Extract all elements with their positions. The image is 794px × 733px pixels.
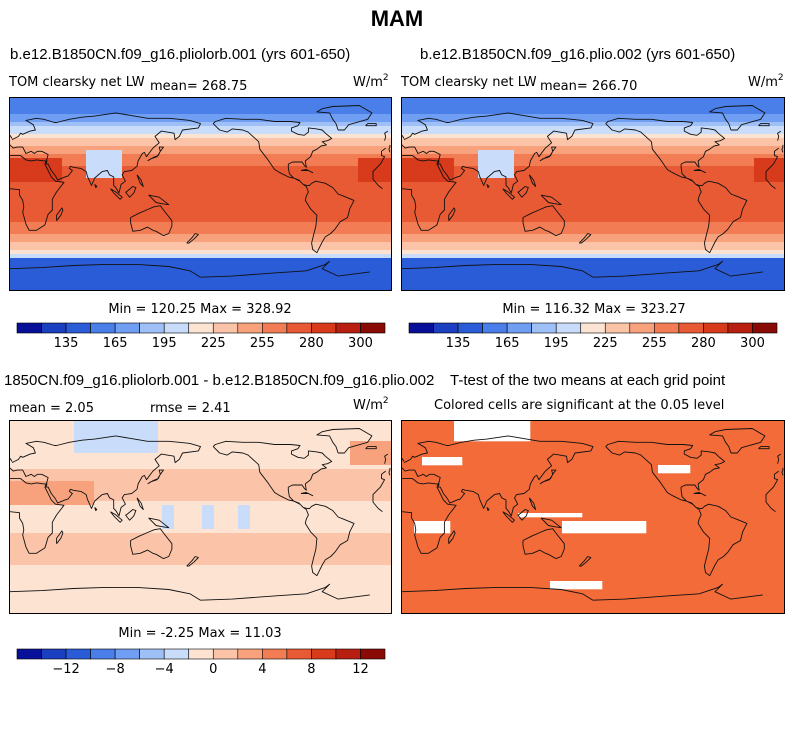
colorbar-swatch — [114, 322, 140, 334]
field-cells — [402, 98, 784, 290]
colorbar-label: 12 — [352, 662, 369, 676]
colorbar-swatch — [703, 322, 729, 334]
colorbar-swatch — [531, 322, 557, 334]
panel-2-map — [401, 97, 785, 291]
panel-1-title: b.e12.B1850CN.f09_g16.pliolorb.001 (yrs … — [10, 46, 351, 63]
panel-4-map — [401, 420, 785, 614]
colorbar-swatch — [90, 322, 116, 334]
colorbar-label: 195 — [152, 336, 177, 350]
colorbar-swatch — [114, 648, 140, 660]
panel-4-subtitle: Colored cells are significant at the 0.0… — [434, 398, 725, 413]
colorbar-swatch — [506, 322, 532, 334]
colorbar-label: −8 — [106, 662, 125, 676]
panel-3-title: 1850CN.f09_g16.pliolorb.001 - b.e12.B185… — [4, 372, 435, 389]
coastlines — [402, 105, 784, 278]
field-cells — [414, 421, 691, 590]
colorbar-swatch — [654, 322, 680, 334]
colorbar-swatch — [262, 322, 288, 334]
colorbar-swatch — [482, 322, 508, 334]
colorbar-swatch — [555, 322, 582, 334]
panel-1-map — [9, 97, 392, 291]
panel-1-colorbar: 135 165 195 225 255 280 300 — [16, 322, 386, 350]
colorbar-label: 280 — [691, 336, 716, 350]
panel-1-units: W/m2 — [353, 73, 389, 90]
colorbar-label: 165 — [495, 336, 520, 350]
field-cells — [10, 421, 391, 613]
panel-3-colorbar: −12 −8 −4 0 4 8 12 — [16, 648, 386, 676]
panel-1-stats: Min = 120.25 Max = 328.92 — [108, 302, 292, 317]
colorbar-label: 165 — [103, 336, 128, 350]
colorbar-swatch — [580, 322, 606, 334]
panel-3-units: W/m2 — [353, 396, 389, 413]
panel-2-mean: mean= 266.70 — [540, 79, 638, 94]
colorbar-swatch — [237, 648, 263, 660]
colorbar-label: 0 — [209, 662, 217, 676]
colorbar-swatch — [90, 648, 116, 660]
colorbar-swatch — [16, 322, 42, 334]
colorbar-swatch — [237, 322, 263, 334]
colorbar-swatch — [139, 648, 165, 660]
colorbar-swatch — [727, 322, 753, 334]
colorbar-swatch — [163, 648, 190, 660]
colorbar-swatch — [335, 648, 361, 660]
coastlines — [402, 428, 784, 601]
colorbar-swatch — [286, 648, 312, 660]
colorbar-swatch — [41, 648, 67, 660]
panel-2-units: W/m2 — [748, 73, 784, 90]
coastlines — [10, 428, 391, 601]
colorbar-swatch — [433, 322, 459, 334]
colorbar-swatch — [65, 648, 91, 660]
colorbar-swatch — [311, 322, 337, 334]
panel-1-variable: TOM clearsky net LW — [9, 75, 145, 90]
colorbar-label: 135 — [446, 336, 471, 350]
panel-4-title: T-test of the two means at each grid poi… — [450, 372, 726, 389]
colorbar-swatch — [678, 322, 704, 334]
panel-2-title: b.e12.B1850CN.f09_g16.plio.002 (yrs 601-… — [420, 46, 736, 63]
colorbar-swatch — [752, 322, 778, 334]
colorbar-label: 300 — [348, 336, 373, 350]
colorbar-swatch — [408, 322, 434, 334]
colorbar-swatch — [41, 322, 67, 334]
colorbar-swatch — [188, 648, 214, 660]
colorbar-swatch — [262, 648, 288, 660]
colorbar-label: 300 — [740, 336, 765, 350]
panel-2-colorbar: 135 165 195 225 255 280 300 — [408, 322, 778, 350]
colorbar-label: −12 — [52, 662, 79, 676]
panel-1-mean: mean= 268.75 — [150, 79, 248, 94]
field-cells — [10, 98, 391, 290]
colorbar-swatch — [335, 322, 361, 334]
colorbar-label: 8 — [307, 662, 315, 676]
colorbar-label: 225 — [593, 336, 618, 350]
colorbar-swatch — [212, 648, 239, 660]
panel-3-rmse: rmse = 2.41 — [150, 401, 231, 416]
colorbar-swatch — [188, 322, 214, 334]
colorbar-label: 225 — [201, 336, 226, 350]
colorbar-label: 255 — [250, 336, 275, 350]
colorbar-label: 135 — [54, 336, 79, 350]
figure-title: MAM — [370, 6, 424, 31]
colorbar-swatch — [65, 322, 91, 334]
colorbar-swatch — [457, 322, 483, 334]
colorbar-swatch — [629, 322, 655, 334]
colorbar-label: 280 — [299, 336, 324, 350]
colorbar-swatch — [360, 648, 386, 660]
colorbar-swatch — [604, 322, 631, 334]
panel-3-stats: Min = -2.25 Max = 11.03 — [118, 626, 282, 641]
panel-3-mean: mean = 2.05 — [9, 401, 94, 416]
colorbar-swatch — [360, 322, 386, 334]
panel-3-map — [9, 420, 392, 614]
colorbar-swatch — [139, 322, 165, 334]
colorbar-swatch — [286, 322, 312, 334]
colorbar-label: 255 — [642, 336, 667, 350]
panel-2-variable: TOM clearsky net LW — [401, 75, 537, 90]
colorbar-swatch — [16, 648, 42, 660]
colorbar-label: −4 — [155, 662, 174, 676]
colorbar-label: 4 — [258, 662, 266, 676]
colorbar-swatch — [163, 322, 190, 334]
panel-2-stats: Min = 116.32 Max = 323.27 — [502, 302, 686, 317]
colorbar-swatch — [311, 648, 337, 660]
colorbar-swatch — [212, 322, 239, 334]
coastlines — [10, 105, 391, 278]
colorbar-label: 195 — [544, 336, 569, 350]
